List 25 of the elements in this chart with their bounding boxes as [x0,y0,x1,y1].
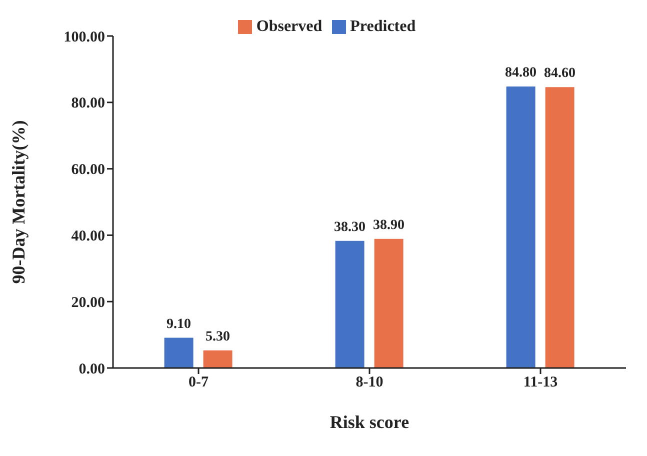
y-tick-label: 60.00 [71,162,105,178]
x-tick-label: 8-10 [356,374,384,391]
x-axis-title: Risk score [330,412,410,432]
bar [164,338,194,368]
y-tick-label: 80.00 [71,96,105,112]
bar [545,87,574,368]
bar [335,240,364,368]
y-tick-label: 20.00 [71,294,105,311]
bar [506,86,536,368]
y-tick-label: 0.00 [78,361,105,378]
data-label: 38.30 [334,220,366,235]
data-label: 84.60 [544,66,576,82]
data-label: 38.90 [373,218,405,233]
data-label: 5.30 [206,329,230,344]
x-tick-label: 11-13 [523,374,558,391]
legend-label: Predicted [350,18,416,35]
y-axis-title: 90-Day Mortality(%) [8,120,28,284]
legend-label: Observed [256,18,322,35]
y-tick-label: 100.00 [64,29,105,46]
bar [203,350,232,368]
data-label: 84.80 [505,65,537,80]
data-label: 9.10 [166,316,192,332]
bar [374,238,404,368]
y-tick-label: 40.00 [71,228,105,245]
x-tick-label: 0-7 [188,374,209,391]
